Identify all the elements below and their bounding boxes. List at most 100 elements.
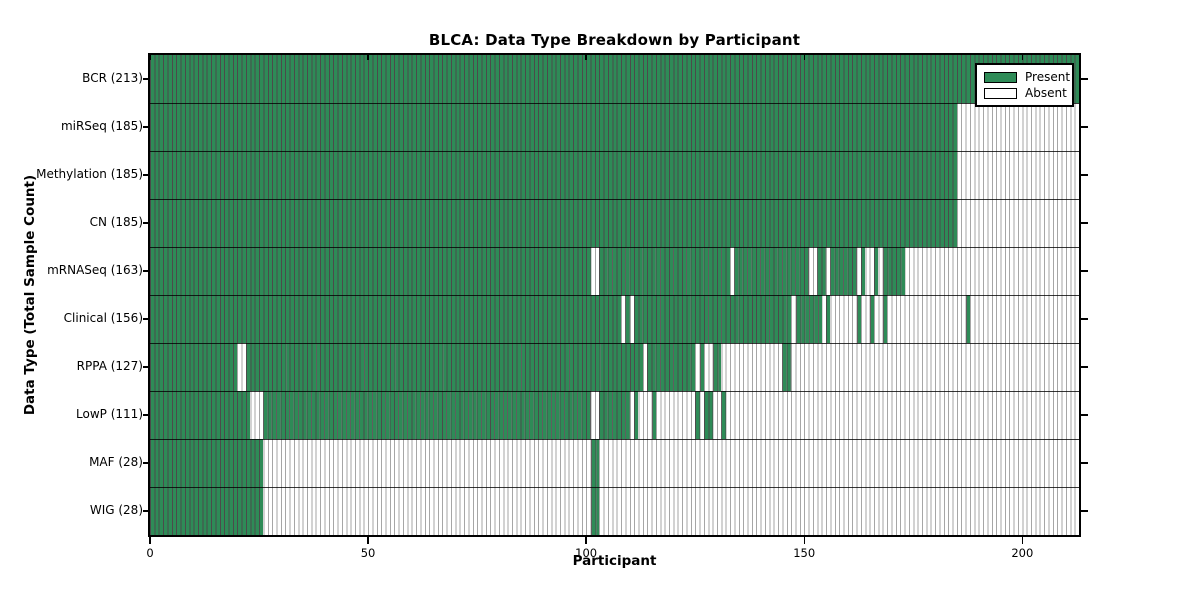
row-separator — [150, 486, 1079, 488]
present-segment — [634, 295, 792, 343]
y-tick-left — [143, 510, 150, 512]
heatmap-row-CN — [150, 199, 1079, 247]
present-segment — [150, 391, 251, 439]
row-label: CN (185) — [89, 215, 143, 229]
y-tick-right — [1081, 174, 1088, 176]
present-segment — [150, 295, 622, 343]
row-label: BCR (213) — [82, 71, 143, 85]
row-separator — [150, 246, 1079, 248]
y-tick-right — [1081, 462, 1088, 464]
y-tick-left — [143, 366, 150, 368]
present-segment — [795, 295, 822, 343]
present-segment — [734, 247, 809, 295]
y-tick-left — [143, 270, 150, 272]
y-tick-right — [1081, 126, 1088, 128]
x-tick-bottom — [367, 537, 369, 544]
present-segment — [965, 295, 970, 343]
x-tick-label: 50 — [360, 546, 376, 560]
chart-title: BLCA: Data Type Breakdown by Participant — [428, 31, 801, 49]
present-segment — [150, 103, 957, 151]
y-tick-right — [1081, 318, 1088, 320]
present-segment — [651, 391, 656, 439]
present-segment — [150, 487, 264, 535]
present-segment — [826, 295, 831, 343]
y-tick-right — [1081, 78, 1088, 80]
present-segment — [703, 391, 713, 439]
present-segment — [263, 391, 591, 439]
present-segment — [695, 391, 700, 439]
present-segment — [634, 391, 639, 439]
y-tick-left — [143, 126, 150, 128]
x-tick-label: 0 — [146, 546, 154, 560]
x-tick-bottom — [585, 537, 587, 544]
y-tick-left — [143, 78, 150, 80]
heatmap-row-Methylation — [150, 151, 1079, 199]
present-segment — [721, 391, 726, 439]
legend-label-absent: Absent — [1025, 86, 1067, 100]
row-label: Methylation (185) — [36, 167, 143, 181]
legend-item-present: Present — [984, 71, 1070, 83]
absent-swatch-icon — [984, 87, 1017, 99]
row-label: MAF (28) — [89, 455, 143, 469]
y-tick-right — [1081, 222, 1088, 224]
y-tick-right — [1081, 510, 1088, 512]
y-tick-left — [143, 414, 150, 416]
present-segment — [245, 343, 643, 391]
present-segment — [782, 343, 792, 391]
x-tick-top — [367, 55, 369, 60]
present-segment — [599, 391, 630, 439]
plot-area — [150, 55, 1079, 535]
x-axis-label: Participant — [572, 553, 657, 569]
present-segment — [590, 487, 600, 535]
present-segment — [817, 247, 827, 295]
legend-item-absent: Absent — [984, 86, 1067, 100]
x-tick-label: 150 — [793, 546, 816, 560]
x-tick-label: 100 — [575, 546, 598, 560]
row-separator — [150, 150, 1079, 152]
heatmap-row-WIG — [150, 487, 1079, 535]
heatmap-row-miRSeq — [150, 103, 1079, 151]
present-segment — [647, 343, 696, 391]
x-tick-top — [585, 55, 587, 60]
y-tick-left — [143, 222, 150, 224]
row-separator — [150, 438, 1079, 440]
present-segment — [150, 439, 264, 487]
row-label: Clinical (156) — [63, 311, 143, 325]
present-segment — [625, 295, 630, 343]
row-label: LowP (111) — [76, 407, 143, 421]
y-tick-left — [143, 462, 150, 464]
row-separator — [150, 294, 1079, 296]
y-tick-right — [1081, 270, 1088, 272]
present-segment — [599, 247, 731, 295]
legend: Present Absent — [975, 63, 1074, 107]
row-label: mRNASeq (163) — [47, 263, 143, 277]
present-segment — [830, 247, 857, 295]
row-separator — [150, 342, 1079, 344]
present-swatch-icon — [984, 71, 1017, 83]
present-segment — [150, 247, 591, 295]
x-tick-bottom — [1021, 537, 1023, 544]
x-tick-bottom — [149, 537, 151, 544]
present-segment — [874, 247, 879, 295]
y-tick-left — [143, 318, 150, 320]
y-tick-right — [1081, 414, 1088, 416]
heatmap-row-MAF — [150, 439, 1079, 487]
present-segment — [699, 343, 704, 391]
present-segment — [869, 295, 874, 343]
row-label: miRSeq (185) — [60, 119, 143, 133]
row-label: RPPA (127) — [76, 359, 143, 373]
row-separator — [150, 390, 1079, 392]
y-tick-right — [1081, 366, 1088, 368]
present-segment — [856, 295, 861, 343]
present-segment — [590, 439, 600, 487]
present-segment — [150, 343, 238, 391]
heatmap-row-RPPA — [150, 343, 1079, 391]
x-tick-top — [149, 55, 151, 60]
present-segment — [150, 151, 957, 199]
present-segment — [712, 343, 722, 391]
present-segment — [860, 247, 866, 295]
row-separator — [150, 102, 1079, 104]
legend-label-present: Present — [1025, 70, 1071, 84]
x-tick-label: 200 — [1011, 546, 1034, 560]
x-tick-bottom — [803, 537, 805, 544]
